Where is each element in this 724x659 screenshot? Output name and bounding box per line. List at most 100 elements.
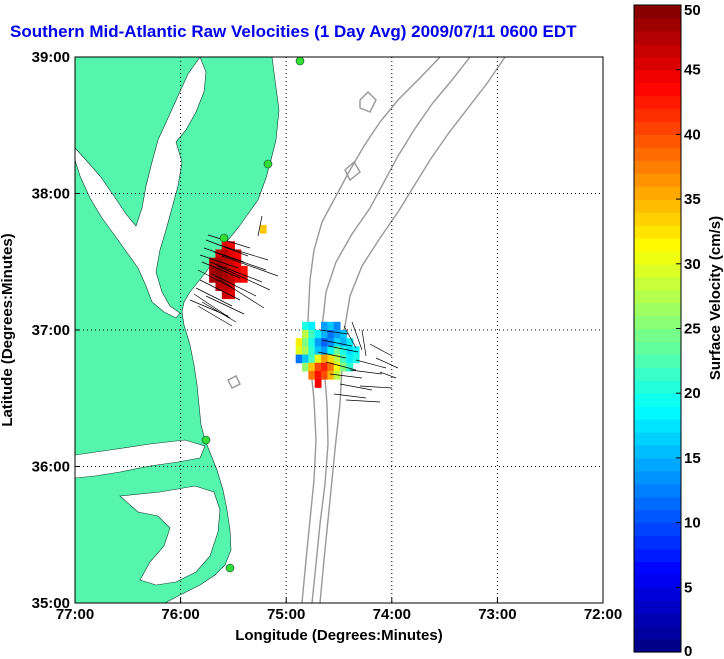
velocity-cell (308, 330, 316, 339)
velocity-cell (333, 330, 341, 339)
velocity-cell (259, 224, 267, 234)
colorbar-ticks: 0 5 10 15 20 25 30 35 40 45 50 (676, 2, 701, 659)
velocity-cell (302, 354, 309, 364)
colorbar-segment (634, 548, 681, 563)
velocity-cell (240, 265, 248, 275)
colorbar-segment (634, 315, 681, 330)
colorbar-segment (634, 30, 681, 45)
colorbar-segment (634, 328, 681, 343)
x-tick-label: 74:00 (373, 606, 411, 623)
velocity-cell (228, 274, 235, 283)
colorbar-segment (634, 561, 681, 575)
colorbar-segment (634, 341, 681, 355)
velocity-cell (333, 321, 341, 331)
colorbar-tick-label: 30 (684, 256, 701, 273)
velocity-cell (295, 346, 303, 356)
velocity-cell (333, 362, 341, 372)
colorbar-segment (634, 237, 681, 252)
colorbar-segment (634, 276, 681, 291)
y-axis-ticks: 35:00 36:00 37:00 38:00 39:00 (32, 49, 80, 612)
colorbar-segment (634, 186, 681, 200)
velocity-cell (340, 330, 347, 339)
velocity-cell (333, 354, 341, 364)
velocity-cell (215, 274, 223, 283)
velocity-cell (346, 354, 354, 364)
colorbar-segment (634, 224, 681, 239)
velocity-cell (346, 338, 354, 347)
colorbar-label: Surface Velocity (cm/s) (707, 216, 724, 380)
colorbar-segment (634, 483, 681, 498)
x-tick-label: 72:00 (584, 606, 622, 623)
velocity-cell (234, 265, 242, 275)
colorbar-segment (634, 121, 681, 135)
velocity-cell (314, 330, 322, 339)
colorbar-segment (634, 444, 681, 459)
colorbar-segment (634, 212, 681, 226)
velocity-cell (340, 338, 347, 347)
x-tick-label: 75:00 (267, 606, 305, 623)
colorbar-segment (634, 147, 681, 161)
velocity-cell (228, 241, 235, 250)
colorbar-tick-label: 35 (684, 191, 701, 208)
colorbar-tick-label: 40 (684, 126, 701, 143)
velocity-cell (321, 346, 328, 356)
x-axis-ticks: 77:00 76:00 75:00 74:00 73:00 72:00 (56, 598, 622, 623)
colorbar-segment (634, 82, 681, 97)
velocity-cell (340, 346, 347, 356)
velocity-cell (321, 338, 328, 347)
colorbar-segment (634, 160, 681, 174)
colorbar (634, 5, 681, 653)
velocity-cell (228, 290, 235, 300)
colorbar-segment (634, 574, 681, 588)
station-marker (225, 563, 235, 573)
velocity-cell (327, 330, 335, 339)
velocity-vectors (189, 215, 399, 403)
y-tick-label: 37:00 (32, 322, 70, 339)
pamlico-sound (119, 485, 221, 586)
velocity-cell (314, 362, 322, 372)
velocity-cell (314, 338, 322, 347)
colorbar-segment (634, 134, 681, 148)
velocity-cell (346, 362, 354, 372)
colorbar-tick-label: 20 (684, 385, 701, 402)
colorbar-segment (634, 289, 681, 304)
velocity-cell (327, 338, 335, 347)
colorbar-segment (634, 108, 681, 123)
colorbar-segment (634, 263, 681, 278)
velocity-cell (314, 370, 322, 380)
velocity-cell (333, 338, 341, 347)
station-marker (295, 57, 305, 66)
colorbar-segment (634, 535, 681, 550)
colorbar-segment (634, 5, 681, 19)
colorbar-tick-label: 25 (684, 321, 701, 338)
y-tick-label: 36:00 (32, 459, 70, 476)
velocity-cell (221, 274, 229, 283)
velocity-cell (346, 346, 354, 356)
velocity-cell (295, 338, 303, 347)
velocity-cell (302, 338, 309, 347)
colorbar-segment (634, 380, 681, 394)
velocity-cell (340, 362, 347, 372)
colorbar-segment (634, 496, 681, 511)
colorbar-segment (634, 522, 681, 537)
velocity-cell (221, 241, 229, 250)
velocity-cell (333, 370, 341, 380)
velocity-cell (327, 370, 335, 380)
velocity-cell (215, 257, 223, 267)
colorbar-tick-label: 50 (684, 2, 701, 19)
y-axis-label: Latitude (Degrees:Minutes) (0, 233, 16, 426)
chesapeake-bay (75, 57, 207, 319)
colorbar-segment (634, 173, 681, 187)
velocity-cell (302, 321, 309, 331)
velocity-cell (327, 354, 335, 364)
velocity-cell (302, 362, 309, 372)
velocity-cell (308, 354, 316, 364)
colorbar-segment (634, 199, 681, 213)
velocity-cell (321, 362, 328, 372)
colorbar-segment (634, 393, 681, 407)
velocity-cell (327, 321, 335, 331)
velocity-cell (234, 274, 242, 283)
velocity-cell (321, 354, 328, 364)
velocity-cell (321, 330, 328, 339)
